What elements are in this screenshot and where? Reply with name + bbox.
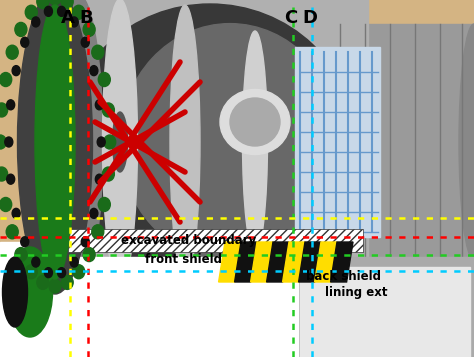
Ellipse shape xyxy=(45,6,53,16)
Ellipse shape xyxy=(53,0,103,290)
Ellipse shape xyxy=(102,103,114,117)
Text: A: A xyxy=(61,9,75,27)
Polygon shape xyxy=(330,242,353,282)
Ellipse shape xyxy=(112,112,128,172)
Text: back shield: back shield xyxy=(306,270,381,283)
Bar xyxy=(295,257,474,357)
Polygon shape xyxy=(266,242,289,282)
Bar xyxy=(300,267,470,357)
Ellipse shape xyxy=(73,265,85,279)
Ellipse shape xyxy=(97,137,105,147)
Ellipse shape xyxy=(0,197,12,211)
Ellipse shape xyxy=(32,257,40,267)
Ellipse shape xyxy=(70,17,78,27)
Ellipse shape xyxy=(83,248,95,262)
Text: B: B xyxy=(79,9,92,27)
Ellipse shape xyxy=(104,135,116,149)
Ellipse shape xyxy=(15,22,27,36)
Ellipse shape xyxy=(230,98,280,146)
Polygon shape xyxy=(315,242,337,282)
Text: C: C xyxy=(284,9,298,27)
Ellipse shape xyxy=(6,45,18,59)
Polygon shape xyxy=(219,242,241,282)
Ellipse shape xyxy=(81,37,89,47)
Ellipse shape xyxy=(21,37,29,47)
Ellipse shape xyxy=(15,248,27,262)
Ellipse shape xyxy=(0,72,12,86)
Ellipse shape xyxy=(61,275,73,290)
Ellipse shape xyxy=(120,24,340,260)
Text: D: D xyxy=(302,9,318,27)
Ellipse shape xyxy=(8,247,53,337)
Ellipse shape xyxy=(95,174,103,184)
Ellipse shape xyxy=(6,225,18,239)
Polygon shape xyxy=(251,242,273,282)
Ellipse shape xyxy=(70,257,78,267)
Polygon shape xyxy=(283,242,305,282)
Ellipse shape xyxy=(98,197,110,211)
Ellipse shape xyxy=(170,5,200,279)
Bar xyxy=(68,0,368,290)
Ellipse shape xyxy=(81,237,89,247)
Text: excavated boundary: excavated boundary xyxy=(121,234,256,247)
Ellipse shape xyxy=(57,6,65,16)
Ellipse shape xyxy=(0,135,6,149)
Ellipse shape xyxy=(57,268,65,278)
Ellipse shape xyxy=(61,0,73,9)
Ellipse shape xyxy=(2,257,27,327)
Ellipse shape xyxy=(25,265,37,279)
Ellipse shape xyxy=(32,17,40,27)
Ellipse shape xyxy=(12,66,20,76)
Polygon shape xyxy=(235,242,257,282)
Ellipse shape xyxy=(12,208,20,218)
Text: front shield: front shield xyxy=(145,253,221,266)
Ellipse shape xyxy=(45,268,53,278)
Ellipse shape xyxy=(220,90,290,155)
Ellipse shape xyxy=(102,0,137,285)
Ellipse shape xyxy=(95,100,103,110)
Bar xyxy=(68,229,363,252)
Ellipse shape xyxy=(21,237,29,247)
Ellipse shape xyxy=(73,5,85,19)
Ellipse shape xyxy=(102,167,114,181)
Ellipse shape xyxy=(0,103,8,117)
Ellipse shape xyxy=(5,137,13,147)
Ellipse shape xyxy=(65,4,355,280)
Bar xyxy=(295,47,380,237)
Ellipse shape xyxy=(243,31,267,253)
Ellipse shape xyxy=(37,0,49,9)
Ellipse shape xyxy=(37,275,49,290)
Ellipse shape xyxy=(459,24,474,260)
Ellipse shape xyxy=(92,45,104,59)
Bar xyxy=(0,242,474,357)
Ellipse shape xyxy=(35,5,75,279)
Ellipse shape xyxy=(98,72,110,86)
Ellipse shape xyxy=(90,66,98,76)
Ellipse shape xyxy=(92,225,104,239)
Ellipse shape xyxy=(83,22,95,36)
Bar xyxy=(68,257,298,357)
Ellipse shape xyxy=(90,208,98,218)
Bar xyxy=(295,24,474,260)
Text: lining ext: lining ext xyxy=(325,286,387,299)
Ellipse shape xyxy=(7,174,15,184)
Ellipse shape xyxy=(49,279,61,293)
Polygon shape xyxy=(299,242,321,282)
Ellipse shape xyxy=(25,5,37,19)
Ellipse shape xyxy=(18,0,92,294)
Ellipse shape xyxy=(7,100,15,110)
Ellipse shape xyxy=(0,167,8,181)
Ellipse shape xyxy=(49,0,61,5)
